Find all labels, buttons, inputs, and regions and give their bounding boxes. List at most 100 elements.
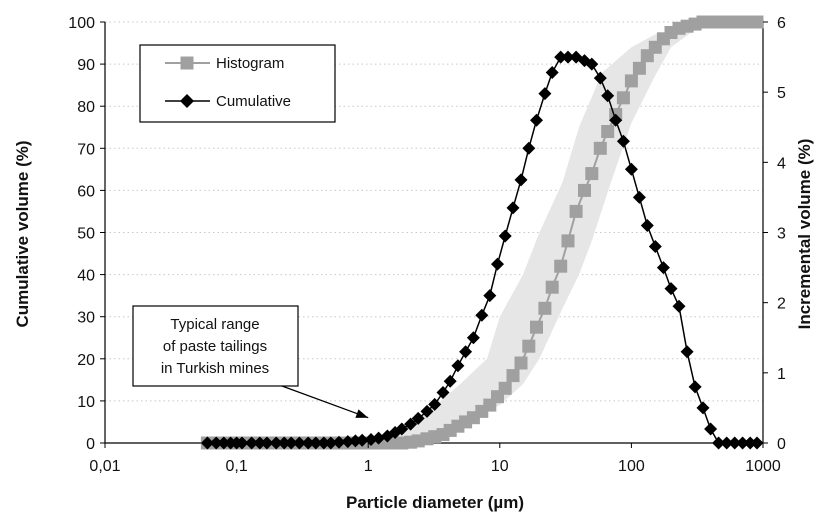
left-y-tick-label: 100 [68, 15, 95, 32]
cumulative-point [260, 436, 274, 450]
left-y-tick-label: 80 [77, 99, 95, 116]
histogram-point [530, 320, 543, 334]
cumulative-point [309, 436, 323, 450]
cumulative-point [269, 436, 283, 450]
x-tick-label: 10 [491, 458, 509, 475]
right-y-tick-label: 3 [777, 226, 786, 243]
annotation-arrow [281, 385, 369, 419]
legend-histogram-label: Histogram [216, 55, 284, 72]
x-tick-label: 0,01 [89, 458, 120, 475]
x-tick-label: 1 [364, 458, 373, 475]
cumulative-point [656, 261, 670, 275]
histogram-point [585, 167, 599, 181]
cumulative-point [664, 282, 678, 296]
legend-histogram-marker [180, 56, 194, 70]
cumulative-point [395, 422, 409, 436]
right-y-tick-label: 0 [777, 436, 786, 453]
x-axis-title: Particle diameter (µm) [346, 493, 524, 512]
right-y-axis-title: Incremental volume (%) [795, 139, 814, 330]
cumulative-point [601, 89, 615, 103]
left-y-tick-label: 70 [77, 141, 95, 158]
cumulative-point [561, 50, 575, 64]
x-tick-label: 0,1 [225, 458, 247, 475]
histogram-point [522, 339, 536, 353]
left-y-tick-label: 50 [77, 226, 95, 243]
cumulative-point [538, 87, 552, 101]
annotation-line-2: of paste tailings [163, 338, 267, 355]
left-y-tick-label: 20 [77, 352, 95, 369]
right-y-tick-label: 4 [777, 155, 786, 172]
cumulative-point [332, 435, 346, 449]
cumulative-point [459, 345, 473, 359]
cumulative-point [743, 436, 757, 450]
right-y-tick-label: 2 [777, 296, 786, 313]
histogram-point [554, 259, 568, 273]
cumulative-point [317, 436, 331, 450]
cumulative-point [277, 436, 291, 450]
histogram-point [506, 369, 520, 383]
cumulative-point [491, 257, 504, 271]
cumulative-series [200, 50, 764, 450]
annotation-box [132, 305, 299, 387]
left-y-tick-label: 40 [77, 268, 95, 285]
histogram-point [569, 204, 583, 218]
cumulative-point [217, 436, 231, 450]
cumulative-point [443, 374, 457, 388]
cumulative-point [341, 435, 355, 449]
cumulative-point [750, 436, 764, 450]
left-y-tick-label: 0 [86, 436, 95, 453]
cumulative-point [200, 436, 214, 450]
right-y-tick-label: 5 [777, 85, 786, 102]
cumulative-point [585, 57, 599, 71]
histogram-point [632, 61, 646, 75]
legend-cumulative-label: Cumulative [216, 93, 291, 110]
cumulative-point [672, 299, 686, 313]
cumulative-point [688, 380, 702, 394]
histogram-point [498, 381, 512, 395]
cumulative-point [451, 359, 465, 373]
cumulative-point [680, 345, 694, 359]
cumulative-point [632, 190, 646, 204]
histogram-point [624, 74, 638, 88]
cumulative-point [640, 219, 654, 232]
legend-cumulative-marker [180, 94, 194, 108]
cumulative-point [301, 436, 315, 450]
left-y-axis-title: Cumulative volume (%) [13, 140, 32, 327]
cumulative-point [554, 50, 568, 64]
right-y-tick-label: 1 [777, 366, 786, 383]
histogram-point [514, 356, 528, 370]
left-y-axis-ticks: 0 10 20 30 40 50 60 70 80 90 100 [68, 15, 105, 453]
x-tick-label: 1000 [745, 458, 781, 475]
cumulative-point [355, 433, 369, 447]
cumulative-point [616, 134, 630, 148]
cumulative-point [483, 289, 497, 303]
cumulative-point [609, 113, 623, 127]
cumulative-point [522, 141, 536, 155]
cumulative-point [253, 436, 267, 450]
histogram-point [538, 301, 552, 315]
histogram-point [593, 141, 607, 155]
cumulative-point [245, 436, 259, 450]
legend: Histogram Cumulative [139, 44, 336, 123]
cumulative-point [514, 173, 528, 187]
histogram-point [578, 183, 591, 197]
cumulative-point [498, 229, 512, 243]
x-tick-label: 100 [618, 458, 645, 475]
left-y-tick-label: 10 [77, 394, 95, 411]
cumulative-point [736, 436, 750, 450]
left-y-tick-label: 30 [77, 310, 95, 327]
histogram-point [601, 125, 615, 138]
annotation-line-3: in Turkish mines [161, 360, 269, 377]
histogram-point [616, 91, 630, 105]
left-y-tick-label: 60 [77, 183, 95, 200]
histogram-point [750, 15, 764, 29]
cumulative-point [624, 162, 638, 176]
cumulative-point [372, 431, 386, 445]
left-y-tick-label: 90 [77, 57, 95, 74]
cumulative-point [506, 201, 520, 215]
annotation: Typical range of paste tailings in Turki… [132, 305, 369, 419]
annotation-line-1: Typical range [170, 316, 259, 333]
cumulative-point [475, 308, 489, 322]
cumulative-point [712, 436, 726, 450]
